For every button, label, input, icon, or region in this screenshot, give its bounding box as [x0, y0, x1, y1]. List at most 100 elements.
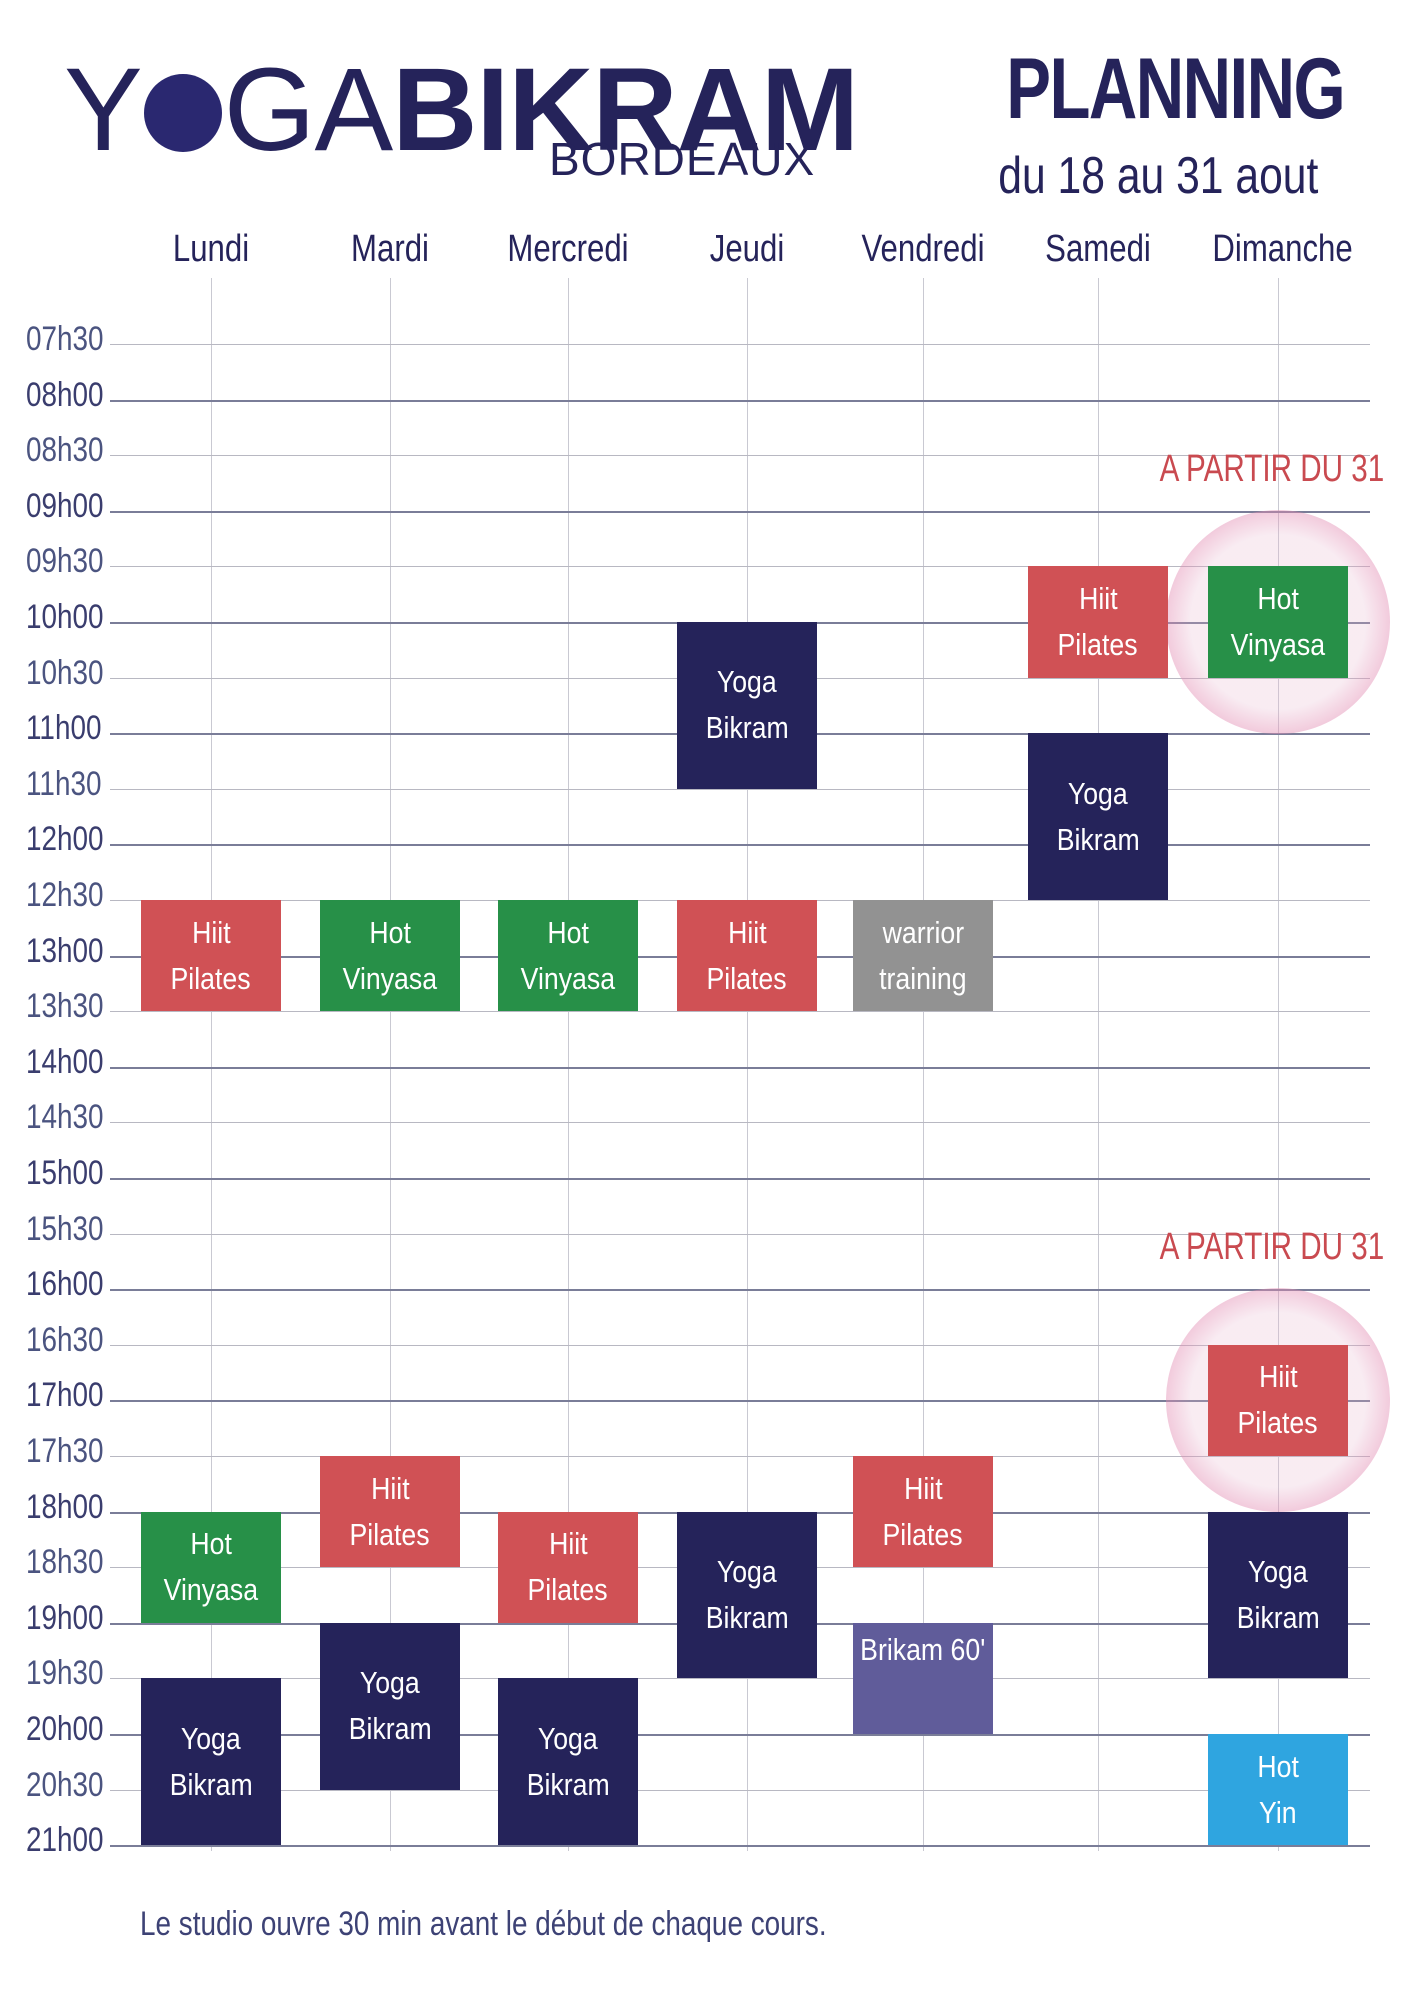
class-name-line: Bikram [526, 1766, 610, 1802]
class-name-line: Pilates [706, 960, 788, 996]
time-gridline [110, 788, 1370, 790]
time-label: 10h30 [26, 653, 104, 692]
class-name-line: Vinyasa [342, 960, 438, 996]
time-label: 14h30 [26, 1098, 104, 1137]
class-name-line: Vinyasa [163, 1572, 259, 1608]
time-label: 20h30 [26, 1765, 104, 1804]
class-name-line: Hiit [191, 914, 231, 950]
starting-note: A PARTIR DU 31 [1159, 448, 1385, 490]
footer-note: Le studio ouvre 30 min avant le début de… [140, 1905, 827, 1943]
class-block-jeudi: Hiit Pilates [677, 900, 817, 1012]
class-name-line: Hiit [1078, 580, 1118, 616]
class-block-lundi: Yoga Bikram [141, 1678, 281, 1846]
time-gridline [110, 455, 1370, 457]
time-label: 20h00 [26, 1710, 104, 1748]
class-name-line: Pilates [527, 1572, 609, 1608]
time-label: 13h00 [26, 931, 104, 970]
time-label: 09h00 [26, 486, 104, 525]
class-block-dimanche: Hot Vinyasa [1208, 566, 1348, 678]
class-name-line: Brikam 60' [860, 1631, 986, 1667]
day-column-line [390, 278, 391, 1852]
time-gridline [110, 1734, 1370, 1736]
class-name-line: Hot [1257, 1748, 1299, 1784]
logo-subtitle: BORDEAUX [549, 133, 816, 185]
class-name-line: Yoga [538, 1720, 598, 1756]
day-column-line [1278, 278, 1279, 1852]
day-column-line [211, 278, 212, 1852]
class-block-jeudi: Yoga Bikram [677, 1511, 817, 1679]
time-gridline [110, 399, 1370, 402]
class-name-line: Yoga [717, 1553, 777, 1589]
class-name-line: Vinyasa [520, 960, 616, 996]
time-label: 17h00 [26, 1376, 104, 1415]
class-name-line: Pilates [1057, 626, 1139, 662]
class-block-mercredi: Hiit Pilates [498, 1511, 638, 1623]
class-name-line: warrior [882, 914, 964, 950]
class-block-dimanche: Hot Yin [1208, 1734, 1348, 1846]
class-name-line: Pilates [1237, 1405, 1319, 1441]
time-gridline [110, 1789, 1370, 1791]
class-block-mardi: Hot Vinyasa [320, 900, 460, 1012]
day-header-samedi: Samedi [1045, 228, 1151, 270]
class-block-dimanche: Yoga Bikram [1208, 1511, 1348, 1679]
class-name-line: training [879, 960, 967, 996]
time-label: 16h00 [26, 1265, 104, 1304]
time-label: 19h00 [26, 1598, 104, 1637]
class-name-line: Hiit [1258, 1359, 1298, 1395]
day-header-jeudi: Jeudi [709, 228, 785, 270]
time-gridline [110, 844, 1370, 847]
day-column-line [568, 278, 569, 1852]
class-block-mercredi: Hot Vinyasa [498, 900, 638, 1012]
class-name-line: Bikram [1056, 821, 1140, 857]
time-gridline [110, 1233, 1370, 1235]
day-header-dimanche: Dimanche [1212, 228, 1353, 270]
time-label: 16h30 [26, 1320, 104, 1359]
time-label: 18h00 [26, 1487, 104, 1526]
class-name-line: Bikram [348, 1711, 432, 1747]
time-gridline [110, 1122, 1370, 1124]
class-name-line: Hot [547, 914, 589, 950]
class-name-line: Hiit [727, 914, 767, 950]
logo-yoga-y: Y [64, 44, 143, 176]
day-column-line [923, 278, 924, 1852]
class-name-line: Yoga [717, 664, 777, 700]
class-name-line: Bikram [1236, 1599, 1320, 1635]
class-name-line: Pilates [349, 1516, 431, 1552]
date-range: du 18 au 31 aout [997, 147, 1318, 205]
time-gridline [110, 1845, 1370, 1848]
class-name-line: Yoga [1068, 775, 1128, 811]
class-name-line: Yoga [1248, 1553, 1308, 1589]
time-label: 07h30 [26, 320, 104, 358]
class-name-line: Pilates [882, 1516, 964, 1552]
time-gridline [110, 566, 1370, 568]
class-name-line: Hot [1257, 580, 1299, 616]
class-name-line: Yoga [360, 1665, 420, 1701]
class-block-mardi: Yoga Bikram [320, 1622, 460, 1790]
time-label: 18h30 [26, 1543, 104, 1582]
time-label: 11h30 [26, 764, 102, 803]
day-header-mardi: Mardi [351, 228, 429, 270]
time-label: 14h00 [26, 1042, 104, 1081]
day-header-lundi: Lundi [172, 228, 250, 270]
time-label: 19h30 [26, 1654, 104, 1693]
time-label: 10h00 [26, 598, 104, 636]
class-block-samedi: Hiit Pilates [1028, 566, 1168, 678]
class-name-line: Bikram [705, 710, 789, 746]
class-block-lundi: Hot Vinyasa [141, 1511, 281, 1623]
class-name-line: Bikram [169, 1766, 253, 1802]
time-label: 08h00 [26, 375, 104, 414]
day-header-mercredi: Mercredi [507, 228, 629, 270]
time-label: 21h00 [26, 1821, 104, 1860]
time-gridline [110, 344, 1370, 345]
time-label: 13h30 [26, 987, 104, 1026]
time-label: 09h30 [26, 542, 104, 581]
class-block-vendredi: warrior training [853, 900, 993, 1012]
class-name-line: Hiit [370, 1470, 410, 1506]
class-name-line: Yoga [181, 1720, 241, 1756]
time-gridline [110, 510, 1370, 513]
time-gridline [110, 1344, 1370, 1346]
class-block-mercredi: Yoga Bikram [498, 1678, 638, 1846]
class-block-lundi: Hiit Pilates [141, 900, 281, 1012]
time-gridline [110, 1289, 1370, 1292]
logo: Y GABIKRAM BORDEAUX [64, 50, 859, 185]
